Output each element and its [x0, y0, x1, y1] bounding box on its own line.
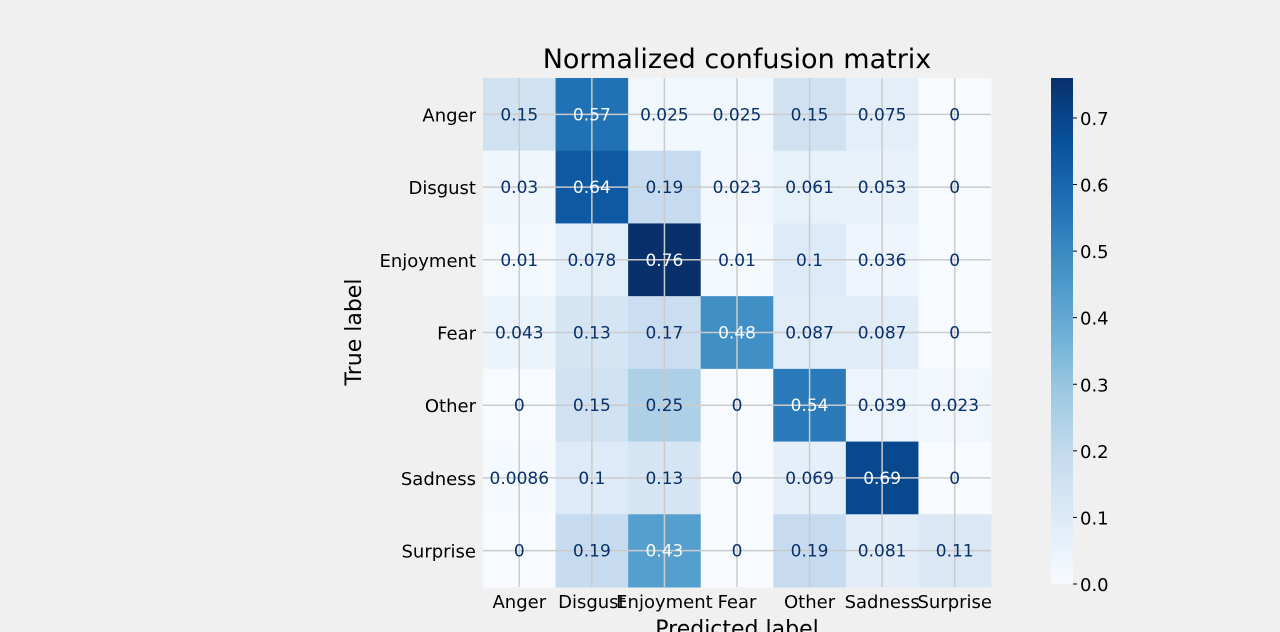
cell-value-label: 0.081	[858, 542, 907, 562]
colorbar	[1051, 78, 1073, 584]
y-tick-label: Disgust	[408, 178, 476, 199]
cell-value-label: 0.087	[858, 324, 907, 344]
cell-value-label: 0	[949, 105, 960, 125]
x-tick-label: Disgust	[558, 592, 626, 613]
cell-value-label: 0	[732, 469, 743, 489]
cell-value-label: 0.01	[500, 251, 538, 271]
cell-value-label: 0.19	[645, 178, 683, 198]
cell-value-label: 0.13	[573, 324, 611, 344]
cell-value-label: 0.54	[791, 396, 829, 416]
y-axis-tick-labels: Anger Disgust Enjoyment Fear Other Sadness Sur…	[379, 105, 476, 562]
cell-value-label: 0	[514, 542, 525, 562]
cell-value-label: 0	[514, 396, 525, 416]
x-tick-label: Anger	[492, 592, 546, 613]
cell-value-label: 0.043	[495, 324, 544, 344]
colorbar-tick-label: 0.0	[1080, 575, 1109, 596]
x-tick-label: Enjoyment	[616, 592, 713, 613]
cell-value-label: 0.1	[578, 469, 605, 489]
colorbar-tick-label: 0.5	[1080, 242, 1109, 263]
cell-value-label: 0.061	[785, 178, 834, 198]
cell-value-label: 0.025	[640, 105, 689, 125]
cell-value-label: 0.078	[568, 251, 617, 271]
cell-value-label: 0.57	[573, 105, 611, 125]
colorbar-tick-labels: 0.0 0.1 0.2 0.3 0.4 0.5 0.6 0.7	[1073, 109, 1109, 596]
y-tick-label: Sadness	[401, 469, 476, 490]
cell-value-label: 0.03	[500, 178, 538, 198]
colorbar-tick-label: 0.4	[1080, 309, 1109, 330]
cell-value-label: 0.023	[930, 396, 979, 416]
x-axis-label: Predicted label	[655, 617, 818, 632]
colorbar-tick-label: 0.1	[1080, 508, 1109, 529]
cell-value-label: 0.023	[713, 178, 762, 198]
cell-value-label: 0.087	[785, 324, 834, 344]
cell-value-label: 0.025	[713, 105, 762, 125]
y-tick-label: Fear	[437, 324, 476, 345]
cell-value-label: 0	[732, 542, 743, 562]
colorbar-tick-label: 0.6	[1080, 176, 1109, 197]
y-tick-label: Anger	[422, 105, 476, 126]
cell-value-label: 0.19	[791, 542, 829, 562]
cell-value-label: 0	[732, 396, 743, 416]
cell-value-label: 0.039	[858, 396, 907, 416]
cell-value-label: 0	[949, 469, 960, 489]
grid-lines	[483, 78, 991, 587]
y-tick-label: Enjoyment	[379, 251, 476, 272]
cell-value-label: 0.036	[858, 251, 907, 271]
cell-value-label: 0	[949, 178, 960, 198]
x-tick-label: Other	[784, 592, 836, 613]
cell-value-label: 0.1	[796, 251, 823, 271]
cell-value-label: 0.13	[645, 469, 683, 489]
cell-value-label: 0	[949, 324, 960, 344]
cell-value-label: 0.48	[718, 324, 756, 344]
cell-value-label: 0.69	[863, 469, 901, 489]
cell-value-label: 0.25	[645, 396, 683, 416]
x-tick-label: Fear	[718, 592, 757, 613]
colorbar-tick-label: 0.7	[1080, 109, 1109, 130]
y-axis-label: True label	[342, 279, 367, 387]
y-tick-label: Surprise	[401, 542, 476, 563]
cell-value-label: 0.053	[858, 178, 907, 198]
cell-value-label: 0.0086	[490, 469, 549, 489]
cell-value-label: 0.76	[645, 251, 683, 271]
cell-value-label: 0.15	[573, 396, 611, 416]
chart-title: Normalized confusion matrix	[543, 44, 932, 75]
cell-value-label: 0.64	[573, 178, 611, 198]
cell-value-label: 0.075	[858, 105, 907, 125]
colorbar-tick-label: 0.3	[1080, 375, 1109, 396]
colorbar-tick-label: 0.2	[1080, 442, 1109, 463]
cell-value-label: 0.069	[785, 469, 834, 489]
cell-value-label: 0.15	[500, 105, 538, 125]
cell-value-labels: 0.15 0.57 0.025 0.025 0.15 0.075 0 0.03 0.64 0.19…	[490, 105, 980, 561]
cell-value-label: 0.15	[791, 105, 829, 125]
cell-value-label: 0.11	[936, 542, 974, 562]
x-tick-label: Sadness	[845, 592, 920, 613]
cell-value-label: 0.19	[573, 542, 611, 562]
cell-value-label: 0	[949, 251, 960, 271]
y-tick-label: Other	[425, 396, 477, 417]
x-tick-label: Surprise	[917, 592, 992, 613]
cell-value-label: 0.01	[718, 251, 756, 271]
cell-value-label: 0.17	[645, 324, 683, 344]
cell-value-label: 0.43	[645, 542, 683, 562]
